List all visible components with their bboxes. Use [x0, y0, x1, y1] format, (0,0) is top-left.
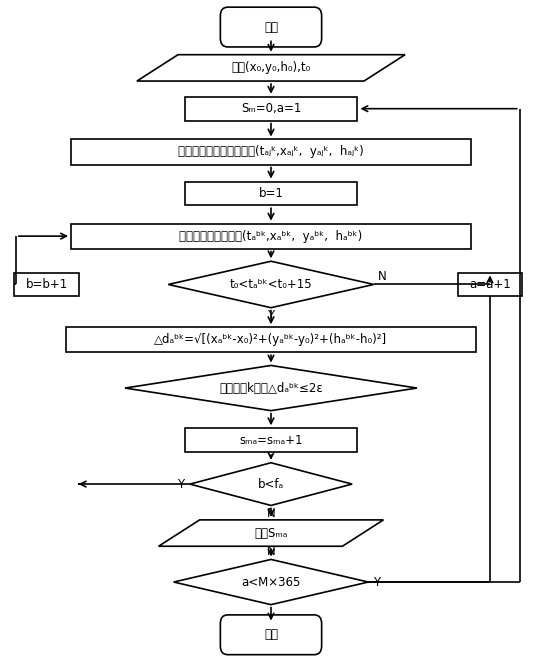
Bar: [457, 273, 522, 296]
Text: 获取每架航空器信息(tₐᵇᵏ,xₐᵇᵏ,  yₐᵇᵏ,  hₐᵇᵏ): 获取每架航空器信息(tₐᵇᵏ,xₐᵇᵏ, yₐᵇᵏ, hₐᵇᵏ): [179, 230, 363, 243]
Text: Y: Y: [177, 478, 184, 490]
Polygon shape: [168, 261, 374, 308]
Text: t₀<tₐᵇᵏ<t₀+15: t₀<tₐᵇᵏ<t₀+15: [230, 278, 312, 291]
Text: N: N: [377, 271, 386, 283]
Bar: [184, 428, 358, 452]
Bar: [184, 96, 358, 121]
Text: a=a+1: a=a+1: [469, 278, 511, 291]
FancyBboxPatch shape: [221, 615, 321, 655]
Text: N: N: [267, 507, 275, 520]
Text: △dₐᵇᵏ=√[(xₐᵇᵏ-x₀)²+(yₐᵇᵏ-y₀)²+(hₐᵇᵏ-h₀)²]: △dₐᵇᵏ=√[(xₐᵇᵏ-x₀)²+(yₐᵇᵏ-y₀)²+(hₐᵇᵏ-h₀)²…: [154, 333, 388, 346]
Text: Y: Y: [373, 576, 380, 588]
Text: b<fₐ: b<fₐ: [258, 478, 284, 490]
Polygon shape: [190, 463, 352, 505]
Polygon shape: [173, 559, 369, 604]
FancyBboxPatch shape: [221, 7, 321, 47]
Text: 获取某天所有航空器信息(tₐⱼᵏ,xₐⱼᵏ,  yₐⱼᵏ,  hₐⱼᵏ): 获取某天所有航空器信息(tₐⱼᵏ,xₐⱼᵏ, yₐⱼᵏ, hₐⱼᵏ): [178, 145, 364, 159]
Text: 开始: 开始: [264, 21, 278, 34]
Text: b=b+1: b=b+1: [25, 278, 68, 291]
Text: b=1: b=1: [259, 187, 283, 200]
Bar: [66, 327, 476, 352]
Bar: [184, 182, 358, 206]
Text: N: N: [267, 545, 275, 558]
Text: 输入(x₀,y₀,h₀),t₀: 输入(x₀,y₀,h₀),t₀: [231, 62, 311, 74]
Polygon shape: [137, 55, 405, 81]
Text: sₘₐ=sₘₐ+1: sₘₐ=sₘₐ+1: [239, 433, 303, 447]
Text: a<M×365: a<M×365: [241, 576, 301, 588]
Bar: [14, 273, 79, 296]
Polygon shape: [159, 520, 383, 546]
Text: Sₘ=0,a=1: Sₘ=0,a=1: [241, 103, 301, 115]
Bar: [71, 224, 471, 249]
Bar: [71, 139, 471, 165]
Text: Y: Y: [267, 310, 275, 322]
Text: 任意存在k，使△dₐᵇᵏ≤2ε: 任意存在k，使△dₐᵇᵏ≤2ε: [219, 381, 323, 395]
Text: 结束: 结束: [264, 628, 278, 641]
Polygon shape: [125, 365, 417, 411]
Text: 输出Sₘₐ: 输出Sₘₐ: [254, 527, 288, 539]
